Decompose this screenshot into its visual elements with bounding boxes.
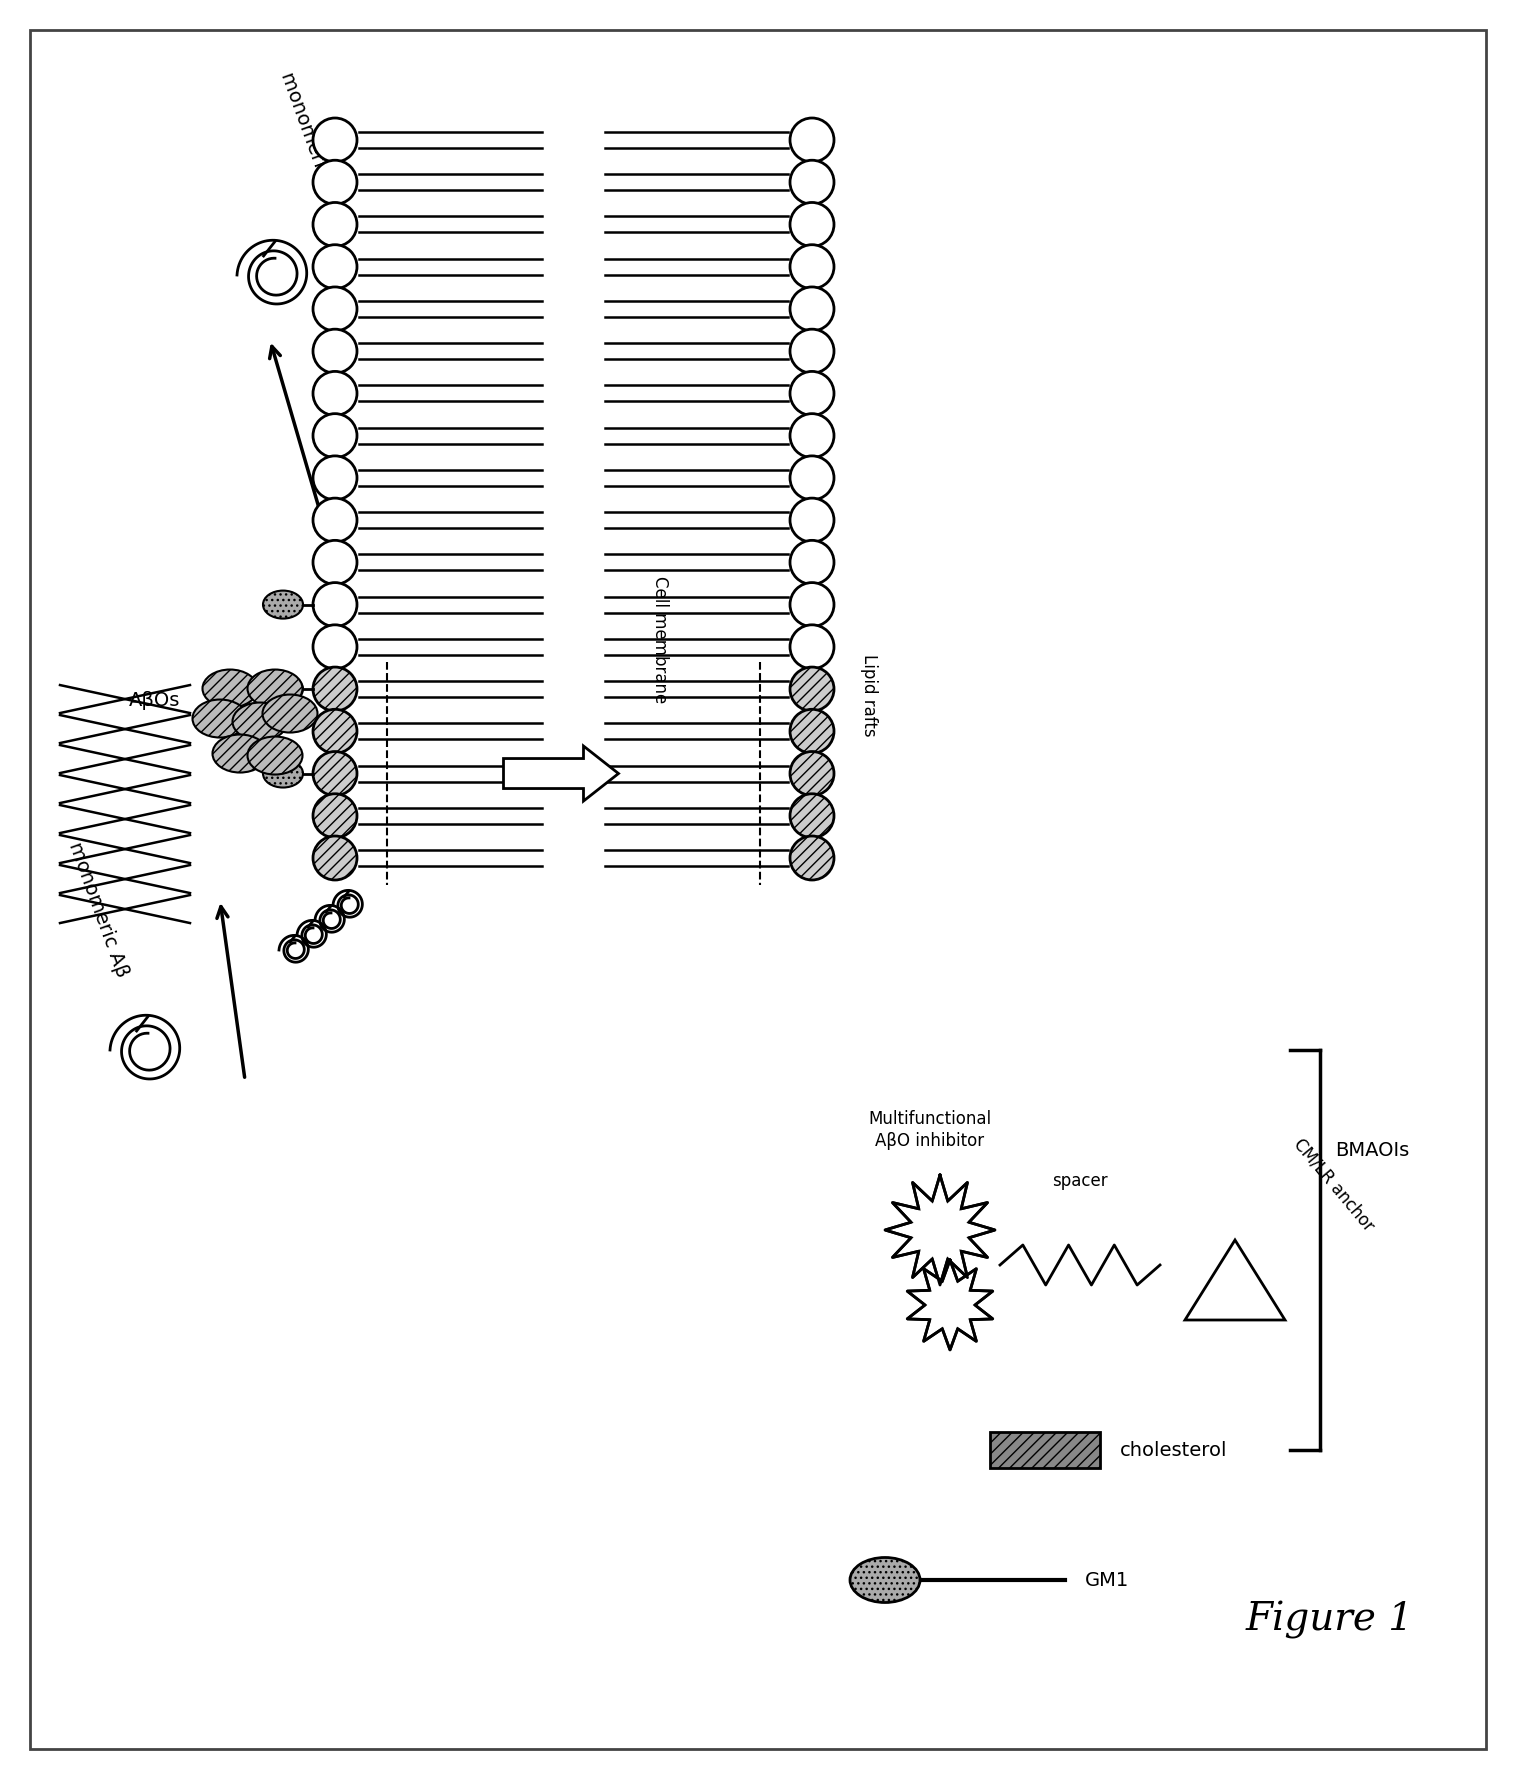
- Circle shape: [312, 710, 356, 753]
- Text: Lipid rafts: Lipid rafts: [860, 653, 878, 737]
- Ellipse shape: [212, 735, 267, 772]
- Circle shape: [312, 203, 356, 247]
- Ellipse shape: [262, 760, 303, 788]
- Text: monomeric Aβ: monomeric Aβ: [277, 69, 343, 210]
- Ellipse shape: [262, 591, 303, 619]
- Circle shape: [790, 624, 834, 669]
- Circle shape: [312, 415, 356, 457]
- Circle shape: [312, 751, 356, 795]
- Circle shape: [790, 836, 834, 881]
- Circle shape: [790, 751, 834, 795]
- Circle shape: [312, 160, 356, 205]
- Text: CM/LR anchor: CM/LR anchor: [1290, 1135, 1378, 1235]
- Ellipse shape: [262, 674, 303, 703]
- Circle shape: [790, 203, 834, 247]
- Circle shape: [312, 836, 356, 881]
- Circle shape: [790, 710, 834, 753]
- Circle shape: [312, 541, 356, 584]
- Polygon shape: [907, 1260, 993, 1350]
- Circle shape: [790, 286, 834, 331]
- Ellipse shape: [262, 694, 317, 733]
- Circle shape: [312, 498, 356, 543]
- Circle shape: [790, 793, 834, 838]
- Circle shape: [790, 329, 834, 374]
- Text: GM1: GM1: [1085, 1571, 1129, 1589]
- Circle shape: [312, 329, 356, 374]
- Text: cholesterol: cholesterol: [1120, 1441, 1228, 1459]
- Circle shape: [790, 246, 834, 288]
- Text: Multifunctional
AβO inhibitor: Multifunctional AβO inhibitor: [869, 1110, 991, 1149]
- Circle shape: [312, 246, 356, 288]
- Text: Figure 1: Figure 1: [1246, 1601, 1414, 1638]
- Circle shape: [312, 117, 356, 162]
- Circle shape: [790, 455, 834, 500]
- Ellipse shape: [232, 703, 288, 740]
- Circle shape: [312, 667, 356, 712]
- Circle shape: [790, 160, 834, 205]
- Ellipse shape: [247, 737, 303, 774]
- Bar: [990, 1432, 1101, 1468]
- Circle shape: [312, 286, 356, 331]
- Ellipse shape: [193, 699, 247, 738]
- Text: BMAOIs: BMAOIs: [1336, 1140, 1410, 1160]
- Circle shape: [790, 582, 834, 626]
- Circle shape: [312, 372, 356, 416]
- Circle shape: [790, 667, 834, 712]
- Circle shape: [312, 455, 356, 500]
- Circle shape: [790, 415, 834, 457]
- Circle shape: [312, 582, 356, 626]
- Circle shape: [790, 541, 834, 584]
- Text: monomeric Aβ: monomeric Aβ: [65, 840, 132, 980]
- Ellipse shape: [247, 669, 303, 708]
- Circle shape: [312, 793, 356, 838]
- Text: spacer: spacer: [1052, 1172, 1108, 1190]
- Text: Cell membrane: Cell membrane: [650, 576, 669, 704]
- Circle shape: [790, 117, 834, 162]
- Ellipse shape: [850, 1557, 920, 1603]
- Polygon shape: [885, 1174, 994, 1284]
- FancyArrow shape: [503, 745, 619, 801]
- Circle shape: [790, 498, 834, 543]
- Circle shape: [312, 624, 356, 669]
- Ellipse shape: [203, 669, 258, 708]
- Circle shape: [790, 372, 834, 416]
- Text: AβOs: AβOs: [129, 690, 180, 710]
